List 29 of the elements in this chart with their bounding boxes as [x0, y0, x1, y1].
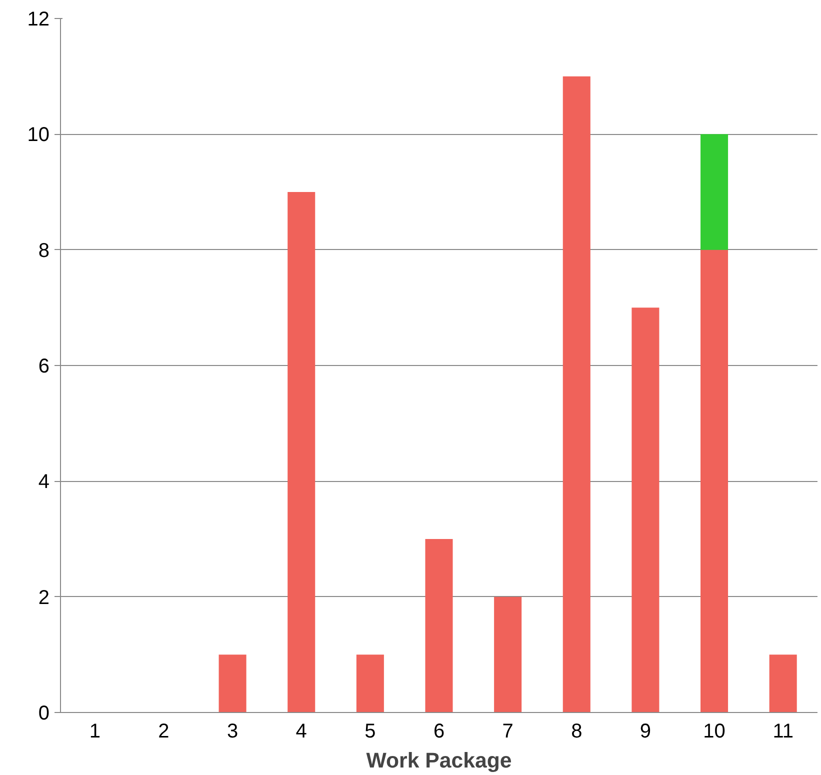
x-tick-label: 7	[502, 720, 514, 742]
x-tick-label: 6	[433, 720, 445, 742]
bar	[218, 654, 246, 712]
x-tick-label: 11	[772, 720, 794, 742]
y-tick-label: 10	[27, 124, 50, 146]
x-tick-label: 8	[571, 720, 582, 742]
bar	[356, 654, 384, 712]
y-tick-label: 6	[38, 356, 50, 378]
y-tick-label: 2	[38, 586, 50, 609]
x-tick-label: 2	[158, 720, 170, 742]
x-axis-title: Work Package	[366, 748, 512, 772]
bar	[425, 539, 453, 712]
y-tick-label: 4	[38, 471, 50, 494]
bar	[288, 192, 316, 712]
y-tick-label: 0	[38, 702, 50, 724]
bar	[700, 250, 728, 712]
y-tick-label: 8	[38, 240, 50, 262]
x-tick-label: 1	[89, 720, 100, 742]
bar	[700, 134, 728, 250]
bar	[769, 654, 797, 712]
y-tick-label: 12	[27, 8, 50, 30]
bar	[494, 596, 522, 712]
x-tick-label: 4	[296, 720, 307, 742]
x-tick-label: 10	[703, 720, 726, 742]
bar	[632, 308, 660, 712]
x-tick-label: 9	[640, 720, 652, 742]
x-tick-label: 3	[226, 720, 238, 742]
x-tick-label: 5	[364, 720, 376, 742]
bar	[562, 76, 590, 712]
